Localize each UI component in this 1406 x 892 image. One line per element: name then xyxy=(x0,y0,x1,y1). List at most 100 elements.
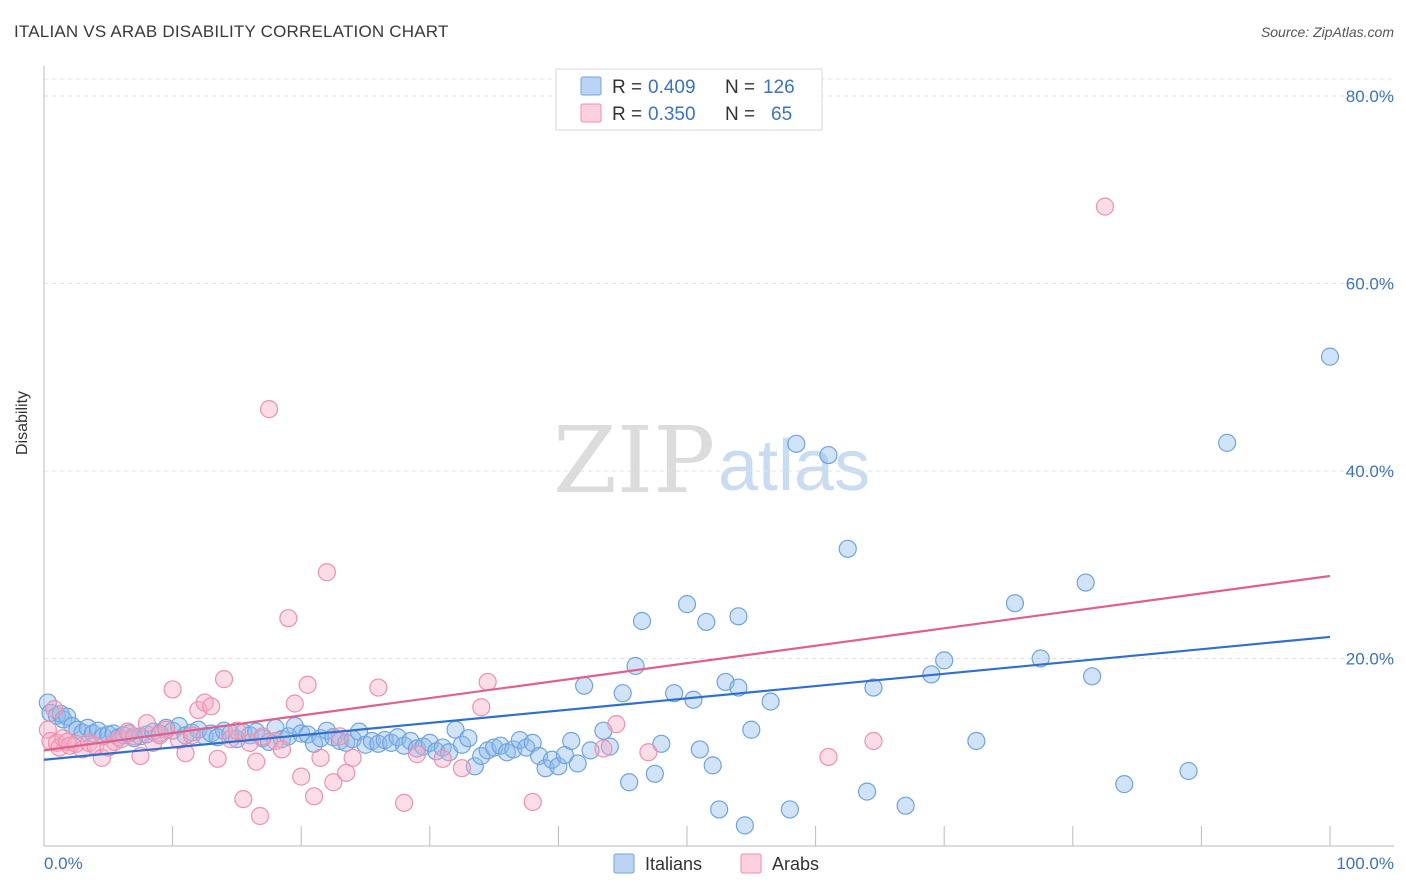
arabs-point xyxy=(337,763,356,782)
italians-r-label: R = xyxy=(612,77,642,98)
italians-point xyxy=(677,595,697,614)
italians-point xyxy=(1005,594,1025,613)
arabs-legend-swatch xyxy=(580,103,602,123)
italians-point xyxy=(632,611,652,631)
arabs-bottom-label: Arabs xyxy=(772,854,819,874)
italians-point xyxy=(780,800,799,819)
arabs-point xyxy=(292,767,311,786)
italians-point xyxy=(1076,573,1095,592)
italians-r-value: 0.409 xyxy=(648,77,696,98)
trend-lines xyxy=(43,574,1331,761)
italians-point xyxy=(857,782,877,801)
italians-point xyxy=(1031,649,1050,668)
x-tick-labels: 0.0% 100.0% xyxy=(44,854,1394,873)
italians-point xyxy=(697,612,716,632)
arabs-point xyxy=(523,792,542,812)
italians-point xyxy=(665,684,684,703)
italians-legend-swatch xyxy=(580,76,602,96)
italians-point xyxy=(78,718,97,737)
italians-point xyxy=(38,693,57,712)
italians-point xyxy=(742,720,761,739)
arabs-point xyxy=(202,697,221,716)
arabs-point xyxy=(819,747,838,767)
arabs-point xyxy=(864,731,883,751)
arabs-point xyxy=(407,745,427,764)
arabs-point xyxy=(478,672,497,692)
italians-point xyxy=(761,692,780,711)
italians-point xyxy=(838,539,857,558)
y-tick-label: 60.0% xyxy=(1346,275,1394,294)
italians-bottom-swatch xyxy=(613,853,635,874)
italians-point xyxy=(787,434,806,453)
arabs-point xyxy=(394,793,414,812)
watermark-zip: ZIP xyxy=(553,407,715,514)
arabs-point xyxy=(45,700,64,719)
grid xyxy=(44,78,1394,659)
arabs-n-value: 65 xyxy=(771,104,792,125)
arabs-r-label: R = xyxy=(612,104,642,125)
arabs-point xyxy=(279,609,298,628)
arabs-point xyxy=(247,752,266,771)
italians-point xyxy=(729,607,748,626)
arabs-point xyxy=(259,400,279,419)
arabs-point xyxy=(452,759,472,778)
arabs-point xyxy=(433,749,452,768)
arabs-point xyxy=(234,790,253,809)
italians-point xyxy=(690,740,709,759)
italians-trend-line xyxy=(43,635,1331,761)
italians-point xyxy=(600,737,619,756)
italians-point xyxy=(613,684,632,703)
italians-point xyxy=(652,734,671,753)
arabs-point xyxy=(208,749,227,768)
arabs-points xyxy=(38,197,1115,826)
watermark: ZIP atlas xyxy=(553,407,870,514)
source-label: Source: ZipAtlas.com xyxy=(1260,24,1394,40)
italians-point xyxy=(285,716,304,736)
italians-point xyxy=(645,764,664,783)
italians-point xyxy=(1218,433,1237,452)
arabs-point xyxy=(304,787,324,806)
y-tick-labels: 20.0% 40.0% 60.0% 80.0% xyxy=(1346,87,1394,669)
italians-point xyxy=(1115,775,1134,794)
arabs-point xyxy=(285,694,304,713)
italians-point xyxy=(896,796,915,815)
arabs-point xyxy=(214,670,234,689)
arabs-point xyxy=(1095,197,1115,216)
italians-n-label: N = xyxy=(725,77,755,98)
italians-point xyxy=(88,721,108,740)
arabs-point xyxy=(272,740,292,759)
x-tick-label-min: 0.0% xyxy=(44,854,83,873)
y-tick-label: 40.0% xyxy=(1346,462,1394,481)
italians-point xyxy=(1082,667,1102,686)
italians-point xyxy=(459,729,478,748)
y-tick-label: 20.0% xyxy=(1346,650,1394,669)
italians-point xyxy=(703,756,722,775)
italians-point xyxy=(684,690,703,709)
series-legend: Italians Arabs xyxy=(613,853,819,874)
arabs-trend-line xyxy=(43,574,1331,752)
axes xyxy=(43,66,1394,847)
watermark-atlas: atlas xyxy=(718,426,870,506)
italians-point xyxy=(452,735,472,754)
arabs-point xyxy=(137,714,156,733)
italians-point xyxy=(819,445,838,465)
arabs-point xyxy=(343,748,362,767)
italians-point xyxy=(549,757,568,776)
italians-point xyxy=(575,676,594,695)
y-tick-label: 80.0% xyxy=(1346,87,1394,106)
arabs-point xyxy=(311,748,330,767)
arabs-r-value: 0.350 xyxy=(648,104,696,125)
italians-point xyxy=(1179,761,1198,781)
arabs-point xyxy=(163,680,182,699)
italians-point xyxy=(710,800,729,819)
italians-point xyxy=(967,731,986,751)
arabs-point xyxy=(227,721,246,740)
arabs-point xyxy=(607,715,626,734)
arabs-point xyxy=(639,743,658,762)
italians-point xyxy=(562,731,581,751)
arabs-point xyxy=(472,698,491,717)
arabs-point xyxy=(176,744,195,763)
x-tick-label-max: 100.0% xyxy=(1336,854,1394,873)
arabs-point xyxy=(250,806,270,826)
